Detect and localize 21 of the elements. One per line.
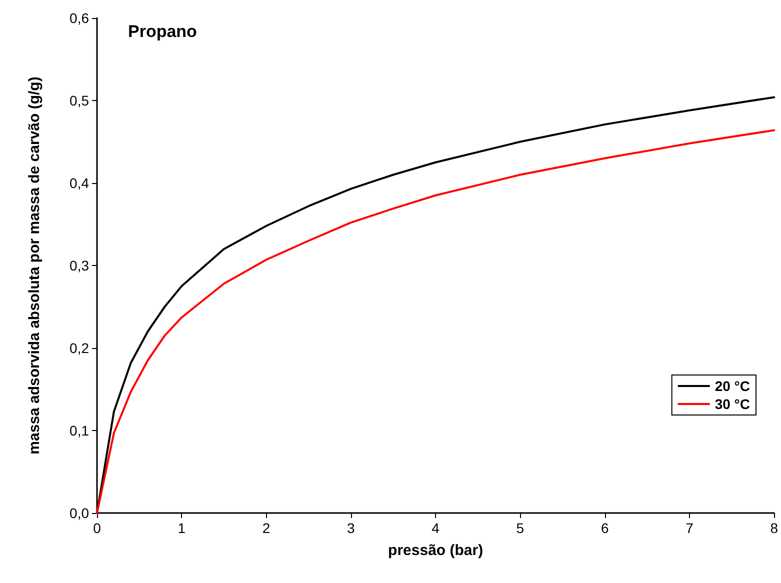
y-tick-label: 0,4: [70, 175, 90, 191]
legend-label: 20 °C: [714, 378, 750, 394]
x-tick-label: 7: [686, 520, 694, 536]
y-tick-label: 0,6: [70, 10, 90, 26]
x-tick-label: 1: [178, 520, 186, 536]
x-tick-label: 8: [770, 520, 778, 536]
x-tick-label: 6: [600, 520, 609, 536]
x-tick-label: 4: [432, 520, 440, 536]
y-axis-title: massa adsorvida absoluta por massa de carvão (g/g): [26, 76, 43, 454]
y-tick-label: 0,5: [70, 92, 90, 108]
x-tick-label: 5: [516, 520, 524, 536]
x-tick-label: 3: [347, 520, 356, 536]
y-tick-label: 0,2: [70, 340, 90, 356]
x-axis-title: pressão (bar): [388, 542, 484, 559]
chart-title: Propano: [128, 22, 197, 41]
x-tick-label: 0: [93, 520, 102, 536]
x-tick-label: 2: [262, 520, 270, 536]
y-tick-label: 0,1: [70, 422, 90, 438]
legend-label: 30 °C: [714, 396, 750, 412]
y-tick-label: 0,0: [70, 505, 90, 521]
y-tick-label: 0,3: [70, 258, 90, 274]
